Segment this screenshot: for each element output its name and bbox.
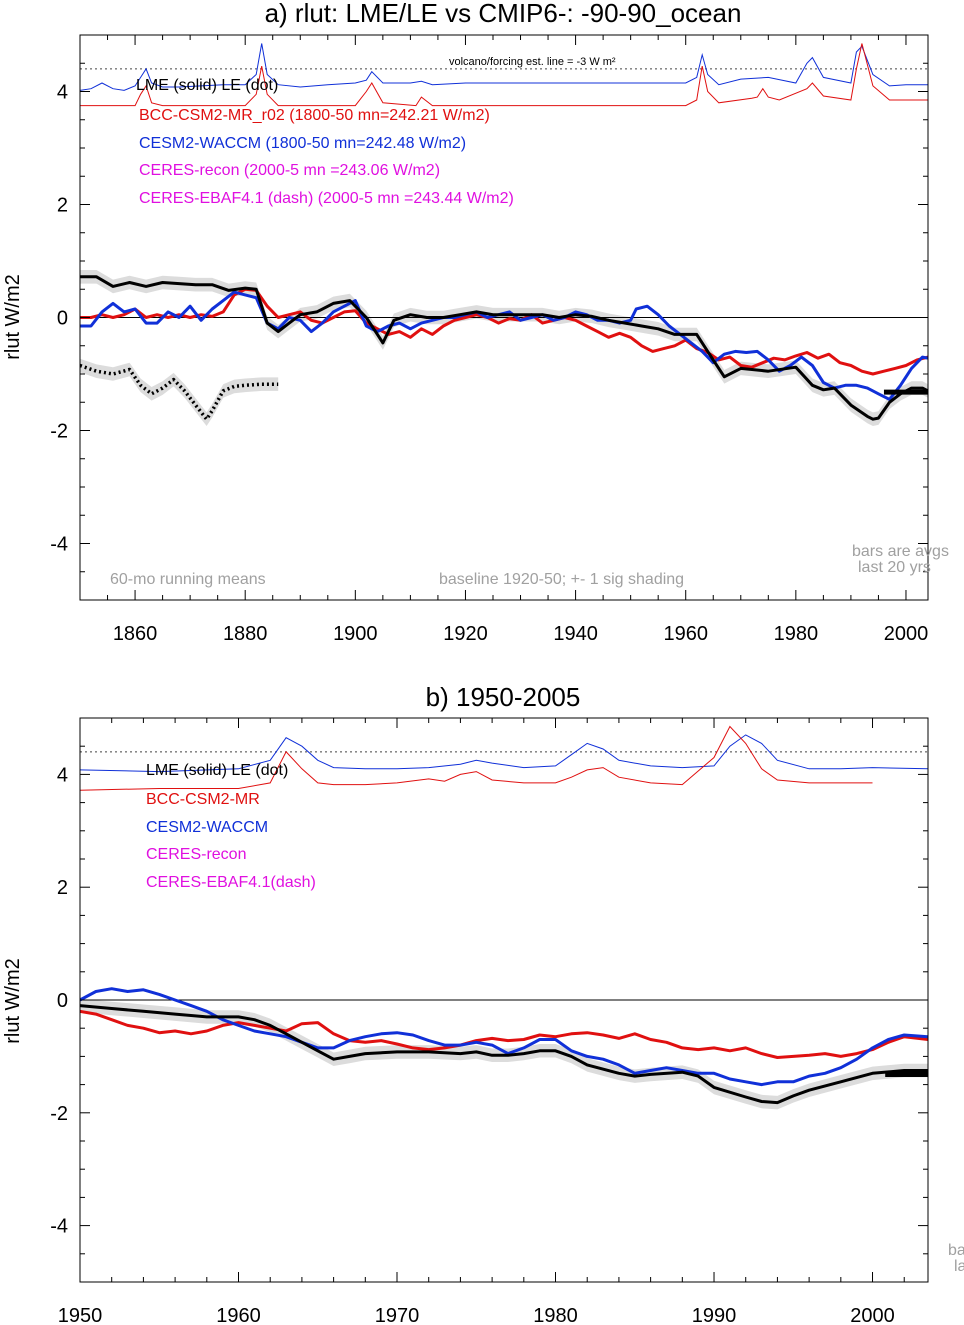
panel-a: a) rlut: LME/LE vs CMIP6-: -90-90_ocean … <box>2 0 949 645</box>
panel-a-running-note: 60-mo running means <box>110 571 266 588</box>
panel-a-series-line-2 <box>80 287 928 376</box>
panel-a-legend-line1: LME (solid) LE (dot) <box>136 77 278 94</box>
panel-a-bars-note-1: bars are avgs <box>852 543 949 560</box>
panel-a-series-line-3 <box>80 290 928 401</box>
panel-a-ytick-label: -2 <box>50 421 68 443</box>
panel-b-forcing-line-1 <box>80 725 873 791</box>
panel-a-xtick-label: 2000 <box>884 623 929 645</box>
panel-a-series-line-1 <box>80 363 279 421</box>
panel-b-xtick-label: 2000 <box>850 1305 895 1325</box>
panel-b-ytick-label: -4 <box>50 1216 68 1238</box>
panel-b-series-line-0 <box>80 1004 928 1105</box>
panel-a-plot-area <box>80 43 928 426</box>
panel-b-legend-ceres-recon: CERES-recon <box>146 846 246 863</box>
panel-a-xtick-label: 1980 <box>774 623 819 645</box>
panel-a-xtick-label: 1960 <box>663 623 708 645</box>
panel-a-xtick-label: 1860 <box>113 623 158 645</box>
panel-b-ytick-label: 0 <box>57 990 68 1012</box>
panel-b-xtick-label: 1970 <box>375 1305 420 1325</box>
panel-b-series-line-1 <box>80 1009 928 1059</box>
panel-b-ytick-label: 4 <box>57 764 68 786</box>
panel-b-ytick-label: 2 <box>57 877 68 899</box>
panel-b-bars-note-2: la <box>954 1258 964 1275</box>
panel-a-ytick-label: 0 <box>57 308 68 330</box>
panel-a-legend-ceres-ebaf: CERES-EBAF4.1 (dash) (2000-5 mn =243.44 … <box>139 190 514 207</box>
panel-a-volcano-note: volcano/forcing est. line = -3 W m² <box>449 56 616 68</box>
panel-a-series-line-0 <box>80 275 928 421</box>
panel-b-xtick-label: 1950 <box>58 1305 103 1325</box>
panel-a-legend-cesm: CESM2-WACCM (1800-50 mn=242.48 W/m2) <box>139 135 466 152</box>
panel-a-ytick-label: 4 <box>57 82 68 104</box>
panel-b-legend-ceres-ebaf: CERES-EBAF4.1(dash) <box>146 874 316 891</box>
panel-a-bars-note-2: last 20 yrs <box>858 559 931 576</box>
panel-a-forcing-line-1 <box>80 43 928 107</box>
panel-b-ytick-label: -2 <box>50 1103 68 1125</box>
panel-a-shade-1 <box>80 358 279 426</box>
panel-b-xtick-label: 1960 <box>216 1305 261 1325</box>
panel-a-xtick-label: 1880 <box>223 623 268 645</box>
panel-a-xtick-label: 1920 <box>443 623 488 645</box>
panel-b-bars-note-1: ba <box>948 1242 964 1259</box>
panel-b-legend-line1: LME (solid) LE (dot) <box>146 762 288 779</box>
panel-a-forcing-line-0 <box>80 43 928 91</box>
panel-b-series-line-2 <box>80 987 928 1087</box>
panel-a-ytick-label: -4 <box>50 534 68 556</box>
panel-b-plot: -4 -2 0 2 4 1950 1960 1970 1980 1990 2000 <box>50 717 929 1325</box>
panel-a-title: a) rlut: LME/LE vs CMIP6-: -90-90_ocean <box>265 0 742 28</box>
panel-b-forcing-line-0 <box>80 734 928 773</box>
panel-a-plot: -4 -2 0 2 4 1860 1880 1900 1920 1940 1960 1980 2000 <box>50 34 929 645</box>
panel-a-shade-0 <box>80 270 928 426</box>
panel-a-legend-bcc: BCC-CSM2-MR_r02 (1800-50 mn=242.21 W/m2) <box>139 107 490 124</box>
panel-b-title: b) 1950-2005 <box>426 682 581 712</box>
panel-b-ylabel: rlut W/m2 <box>2 958 24 1044</box>
panel-a-legend-ceres-recon: CERES-recon (2000-5 mn =243.06 W/m2) <box>139 162 440 179</box>
panel-b-xtick-label: 1990 <box>692 1305 737 1325</box>
panel-b-legend-cesm: CESM2-WACCM <box>146 819 268 836</box>
panel-b-plot-area <box>80 725 928 1110</box>
panel-a-baseline-note: baseline 1920-50; +- 1 sig shading <box>439 571 684 588</box>
panel-a-xtick-label: 1900 <box>333 623 378 645</box>
panel-b-legend-bcc: BCC-CSM2-MR <box>146 791 260 808</box>
panel-a-xtick-label: 1940 <box>553 623 598 645</box>
panel-a-ylabel: rlut W/m2 <box>2 274 24 360</box>
panel-b: b) 1950-2005 rlut W/m2 -4 -2 0 2 4 1950 1960 19… <box>2 682 964 1325</box>
panel-b-xtick-label: 1980 <box>533 1305 578 1325</box>
panel-a-ytick-label: 2 <box>57 195 68 217</box>
